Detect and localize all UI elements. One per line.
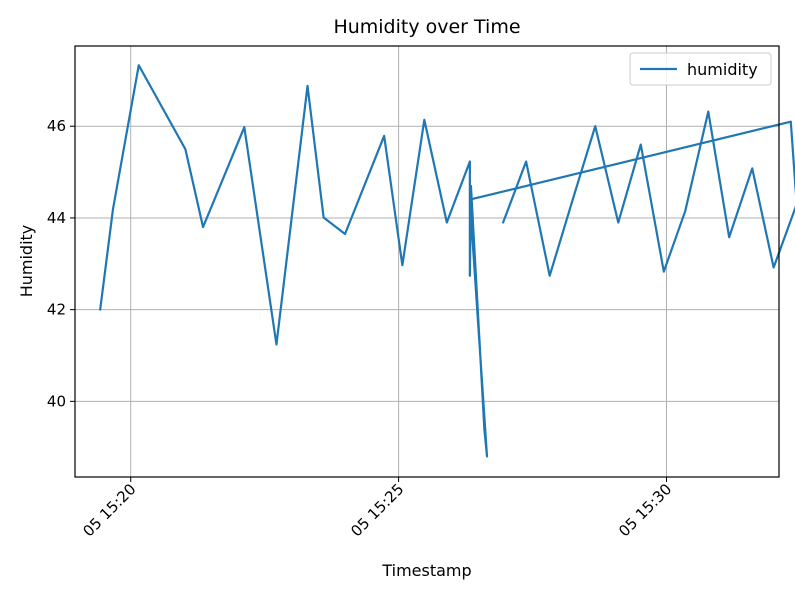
series-line-humidity [99, 64, 795, 458]
x-axis-title: Timestamp [381, 561, 471, 580]
y-tick-label-1: 42 [47, 301, 66, 319]
series-layer [99, 64, 795, 458]
legend: humidity [629, 52, 772, 86]
legend-label-humidity: humidity [687, 60, 758, 79]
legend-box [629, 52, 772, 86]
y-tick-label-3: 46 [47, 117, 66, 135]
y-axis-title: Humidity [17, 225, 36, 298]
y-tick-label-0: 40 [47, 392, 66, 410]
y-tick-label-2: 44 [47, 209, 66, 227]
plot-area-frame [74, 45, 780, 478]
chart-title: Humidity over Time [333, 16, 520, 38]
